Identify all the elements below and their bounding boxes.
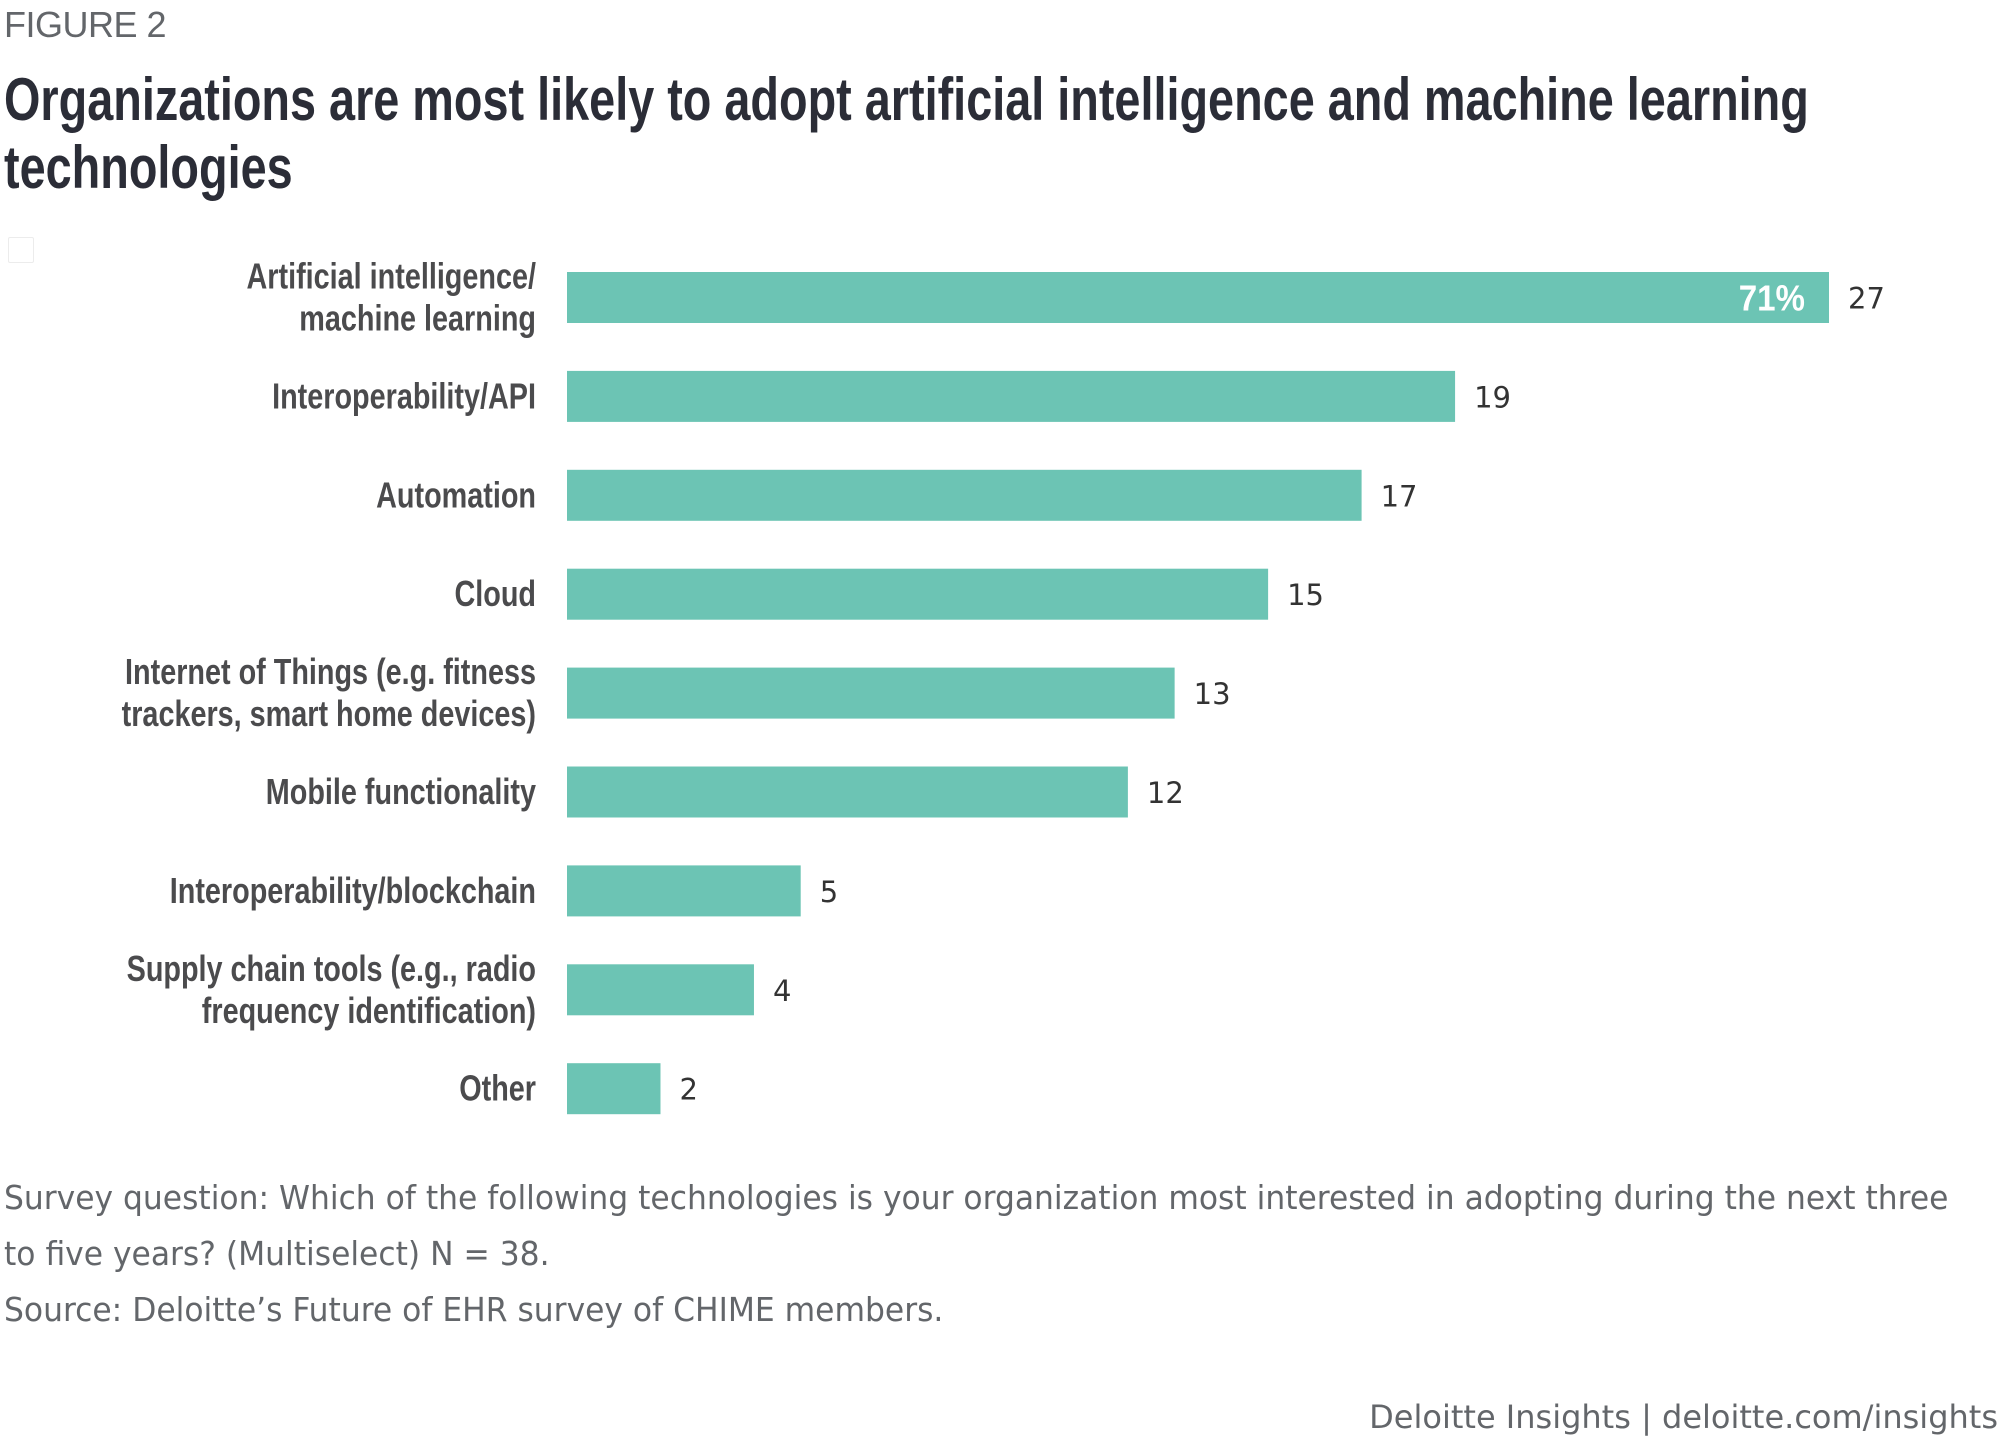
bar [567, 667, 1175, 719]
value-labels-group: 27 19 17 15 13 12 5 4 2 [679, 282, 1884, 1107]
bar [567, 1063, 661, 1115]
value-label: 13 [1194, 677, 1231, 711]
bar [567, 964, 754, 1016]
bar-chart: Artificial intelligence/machine learning… [122, 255, 1885, 1115]
category-label-line: Interoperability/blockchain [170, 870, 536, 911]
bar [567, 568, 1269, 620]
category-label: Supply chain tools (e.g., radio frequency… [127, 948, 536, 1031]
category-label-line: Other [459, 1068, 536, 1109]
category-label: Interoperability/API [272, 375, 536, 416]
category-label-line: Cloud [454, 573, 536, 614]
category-label-line: Internet of Things (e.g. fitness [125, 651, 536, 692]
chart-title: Organizations are most likely to adopt a… [4, 66, 1809, 201]
category-label-line: Automation [376, 474, 536, 515]
bar [567, 469, 1362, 521]
value-label: 12 [1147, 776, 1184, 810]
category-label-line: Interoperability/API [272, 375, 536, 416]
value-label: 2 [679, 1073, 697, 1107]
value-label: 15 [1287, 578, 1324, 612]
category-label-line: frequency identification) [202, 990, 536, 1031]
category-label: Artificial intelligence/machine learning [247, 255, 536, 338]
bar [567, 272, 1829, 323]
survey-question-note: Survey question: Which of the following … [4, 1170, 1948, 1282]
category-label: Other [459, 1068, 536, 1109]
bars-group [567, 272, 1829, 1115]
bar [567, 766, 1128, 818]
category-label-line: Supply chain tools (e.g., radio [127, 948, 536, 989]
survey-question-line-1: Survey question: Which of the following … [4, 1178, 1949, 1217]
category-label: Mobile functionality [266, 771, 536, 812]
category-label: Cloud [454, 573, 536, 614]
category-labels-group: Artificial intelligence/machine learning… [122, 255, 537, 1108]
bar [567, 370, 1456, 422]
category-label: Internet of Things (e.g. fitness trackers… [122, 651, 536, 734]
value-label: 19 [1474, 380, 1511, 414]
value-label: 17 [1381, 479, 1418, 513]
category-label-line: Artificial intelligence/ [247, 255, 536, 296]
value-label: 27 [1848, 282, 1885, 316]
footer-credit: Deloitte Insights | deloitte.com/insight… [1369, 1398, 1998, 1436]
value-label: 4 [773, 974, 791, 1008]
category-label-line: trackers, smart home devices) [122, 693, 536, 734]
annotations-group: 71% [1739, 279, 1805, 319]
bar [567, 865, 801, 917]
category-label-line: machine learning [299, 297, 536, 338]
value-label: 5 [820, 875, 838, 909]
legend-placeholder-box [8, 237, 34, 263]
category-label: Automation [376, 474, 536, 515]
category-label: Interoperability/blockchain [170, 870, 536, 911]
bar-annotation-label: 71% [1739, 279, 1805, 319]
survey-question-line-2: to five years? (Multiselect) N = 38. [4, 1234, 550, 1273]
source-note: Source: Deloitte’s Future of EHR survey … [4, 1290, 944, 1329]
category-label-line: Mobile functionality [266, 771, 536, 812]
figure-label: FIGURE 2 [4, 4, 167, 45]
